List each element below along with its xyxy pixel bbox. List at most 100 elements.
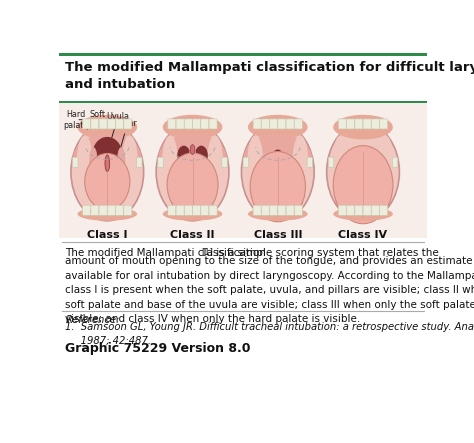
- Ellipse shape: [73, 134, 141, 181]
- Ellipse shape: [85, 153, 130, 210]
- Bar: [59, 101, 427, 103]
- Text: Class IV: Class IV: [338, 230, 388, 240]
- FancyBboxPatch shape: [107, 119, 115, 129]
- Ellipse shape: [77, 207, 137, 221]
- FancyBboxPatch shape: [253, 205, 261, 215]
- FancyBboxPatch shape: [91, 119, 99, 129]
- FancyBboxPatch shape: [91, 205, 99, 215]
- Text: Pillar: Pillar: [118, 119, 137, 148]
- Ellipse shape: [333, 207, 393, 221]
- Ellipse shape: [77, 136, 93, 189]
- FancyBboxPatch shape: [82, 119, 91, 129]
- FancyBboxPatch shape: [253, 119, 261, 129]
- Text: Graphic 75229 Version 8.0: Graphic 75229 Version 8.0: [65, 342, 251, 355]
- FancyBboxPatch shape: [192, 119, 201, 129]
- Text: Reference:: Reference:: [65, 315, 120, 325]
- Ellipse shape: [292, 136, 309, 189]
- Ellipse shape: [244, 134, 312, 181]
- FancyBboxPatch shape: [116, 205, 124, 215]
- Ellipse shape: [248, 207, 308, 221]
- FancyBboxPatch shape: [168, 119, 176, 129]
- Ellipse shape: [333, 146, 393, 224]
- Text: Hard
palate: Hard palate: [64, 110, 89, 129]
- Ellipse shape: [167, 153, 218, 216]
- Ellipse shape: [92, 137, 123, 174]
- FancyBboxPatch shape: [201, 119, 209, 129]
- FancyBboxPatch shape: [222, 157, 227, 167]
- FancyBboxPatch shape: [355, 205, 363, 215]
- FancyBboxPatch shape: [346, 205, 355, 215]
- FancyBboxPatch shape: [286, 205, 294, 215]
- FancyBboxPatch shape: [99, 205, 107, 215]
- Text: Class I: Class I: [87, 230, 128, 240]
- FancyBboxPatch shape: [261, 119, 269, 129]
- FancyBboxPatch shape: [158, 157, 163, 167]
- FancyBboxPatch shape: [363, 119, 371, 129]
- FancyBboxPatch shape: [99, 119, 107, 129]
- FancyBboxPatch shape: [168, 205, 176, 215]
- FancyBboxPatch shape: [338, 119, 346, 129]
- Text: Class III: Class III: [254, 230, 302, 240]
- Text: amount of mouth opening to the size of the tongue, and provides an estimate of s: amount of mouth opening to the size of t…: [65, 256, 474, 324]
- Ellipse shape: [163, 207, 222, 221]
- FancyBboxPatch shape: [338, 205, 346, 215]
- FancyBboxPatch shape: [243, 157, 248, 167]
- FancyBboxPatch shape: [73, 157, 78, 167]
- FancyBboxPatch shape: [294, 119, 302, 129]
- Ellipse shape: [177, 146, 191, 165]
- FancyBboxPatch shape: [270, 205, 278, 215]
- Ellipse shape: [332, 136, 348, 189]
- FancyBboxPatch shape: [278, 205, 286, 215]
- Ellipse shape: [247, 136, 263, 189]
- Text: is a simple scoring system that relates the: is a simple scoring system that relates …: [213, 248, 438, 258]
- Ellipse shape: [241, 123, 314, 221]
- FancyBboxPatch shape: [371, 119, 379, 129]
- FancyBboxPatch shape: [184, 119, 192, 129]
- Ellipse shape: [122, 136, 138, 189]
- Ellipse shape: [195, 146, 208, 165]
- Text: The modified Mallampati classification for difficult laryngoscopy
and intubation: The modified Mallampati classification f…: [65, 61, 474, 91]
- FancyBboxPatch shape: [346, 119, 355, 129]
- Ellipse shape: [162, 136, 178, 189]
- FancyBboxPatch shape: [380, 119, 388, 129]
- Ellipse shape: [156, 123, 229, 221]
- Text: The modified Mallampati classification: The modified Mallampati classification: [65, 248, 266, 258]
- FancyBboxPatch shape: [363, 205, 371, 215]
- FancyBboxPatch shape: [176, 119, 184, 129]
- Ellipse shape: [273, 150, 282, 157]
- FancyBboxPatch shape: [176, 205, 184, 215]
- Ellipse shape: [207, 136, 223, 189]
- Ellipse shape: [327, 123, 400, 221]
- Ellipse shape: [118, 148, 125, 175]
- Ellipse shape: [90, 148, 97, 175]
- FancyBboxPatch shape: [201, 205, 209, 215]
- Ellipse shape: [105, 155, 109, 171]
- FancyBboxPatch shape: [107, 205, 115, 215]
- Text: Class II: Class II: [170, 230, 215, 240]
- Ellipse shape: [71, 123, 144, 221]
- Text: Uvula: Uvula: [107, 112, 130, 145]
- Ellipse shape: [189, 148, 196, 163]
- FancyBboxPatch shape: [137, 157, 142, 167]
- FancyBboxPatch shape: [124, 205, 132, 215]
- FancyBboxPatch shape: [294, 205, 302, 215]
- FancyBboxPatch shape: [184, 205, 192, 215]
- Bar: [59, 53, 427, 56]
- FancyBboxPatch shape: [380, 205, 388, 215]
- Ellipse shape: [190, 145, 195, 155]
- Ellipse shape: [248, 115, 308, 140]
- FancyBboxPatch shape: [116, 119, 124, 129]
- Ellipse shape: [378, 136, 393, 189]
- Ellipse shape: [158, 134, 227, 181]
- Text: Soft
palate: Soft palate: [85, 110, 111, 129]
- FancyBboxPatch shape: [307, 157, 312, 167]
- FancyBboxPatch shape: [209, 205, 217, 215]
- FancyBboxPatch shape: [371, 205, 379, 215]
- FancyBboxPatch shape: [261, 205, 269, 215]
- FancyBboxPatch shape: [286, 119, 294, 129]
- Ellipse shape: [77, 115, 137, 140]
- FancyBboxPatch shape: [392, 157, 398, 167]
- Text: [1]: [1]: [201, 247, 213, 256]
- FancyBboxPatch shape: [355, 119, 363, 129]
- FancyBboxPatch shape: [209, 119, 217, 129]
